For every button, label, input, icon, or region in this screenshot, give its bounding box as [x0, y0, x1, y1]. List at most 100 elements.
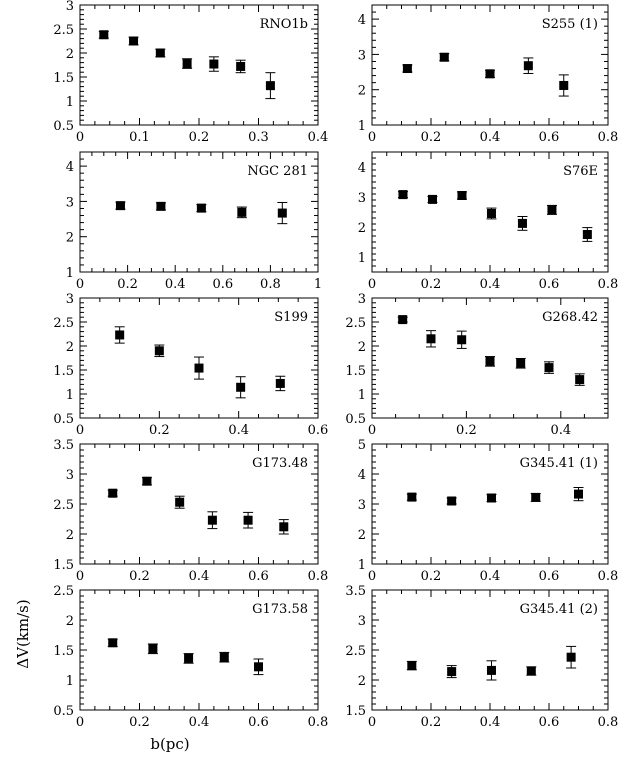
- y-tick-label: 2: [358, 84, 366, 99]
- x-tick-label: 0.2: [421, 277, 442, 292]
- y-tick-label: 4: [358, 161, 366, 176]
- data-point: [277, 208, 287, 218]
- data-point: [547, 205, 557, 215]
- y-tick-label: 0.5: [53, 412, 74, 427]
- x-tick-label: 1: [314, 277, 322, 292]
- x-tick-label: 0.2: [421, 130, 442, 145]
- y-tick-label: 1: [358, 119, 366, 134]
- data-point: [154, 346, 164, 356]
- data-point: [575, 375, 585, 385]
- y-tick-label: 2.5: [53, 316, 74, 331]
- x-tick-label: 0.4: [189, 715, 210, 730]
- data-point: [243, 515, 253, 525]
- data-point: [544, 363, 554, 373]
- x-tick-label: 0.6: [248, 569, 269, 584]
- data-point: [427, 194, 437, 204]
- y-tick-label: 1: [358, 558, 366, 573]
- y-tick-label: 1.5: [53, 71, 74, 86]
- data-point: [236, 61, 246, 71]
- x-tick-label: 0.4: [550, 423, 571, 438]
- x-tick-label: 0.8: [598, 569, 619, 584]
- panel-title: G345.41 (2): [520, 602, 598, 617]
- x-tick-label: 0.4: [189, 569, 210, 584]
- data-point: [398, 190, 408, 200]
- y-tick-label: 0.5: [53, 119, 74, 134]
- x-tick-label: 0.2: [421, 569, 442, 584]
- data-point: [209, 59, 219, 69]
- y-tick-label: 1: [358, 388, 366, 403]
- panel-3: 0 0.2 0.4 0.6 0.8 1 1 2 3 4 NGC 281: [66, 151, 322, 292]
- y-tick-label: 2: [358, 674, 366, 689]
- data-point: [526, 666, 536, 676]
- y-tick-label: 4: [358, 468, 366, 483]
- data-point: [265, 81, 275, 91]
- y-tick-label: 3: [66, 0, 74, 14]
- x-tick-label: 0.6: [539, 277, 560, 292]
- data-point: [279, 522, 289, 532]
- data-point: [148, 644, 158, 654]
- data-point: [398, 315, 408, 325]
- data-point: [486, 209, 496, 218]
- data-point: [457, 335, 467, 345]
- panel-7: 0 0.2 0.4 0.6 0.8 1.5 2 2.5 3 3.5 G173.48: [53, 438, 328, 584]
- y-tick-label: 3: [66, 292, 74, 307]
- x-tick-label: 0: [368, 569, 376, 584]
- panel-5: 0 0.2 0.4 0.6 0.5 1 1.5 2 2.5 3 S199: [53, 292, 328, 438]
- panel-title: NGC 281: [247, 164, 308, 179]
- y-tick-label: 3: [358, 48, 366, 63]
- data-point: [115, 201, 125, 211]
- y-tick-label: 4: [358, 13, 366, 28]
- data-point: [196, 203, 206, 213]
- panel-title: G268.42: [542, 310, 598, 325]
- y-tick-label: 2.5: [53, 498, 74, 513]
- y-tick-label: 3: [358, 614, 366, 629]
- y-tick-label: 2: [358, 528, 366, 543]
- shared-y-axis-label: ΔV(km/s): [14, 599, 32, 669]
- data-point: [486, 665, 496, 675]
- data-point: [236, 382, 246, 392]
- data-point: [129, 36, 139, 46]
- panel-4: 0 0.2 0.4 0.6 0.8 1 2 3 4 S76E: [358, 151, 618, 292]
- data-point: [523, 61, 533, 71]
- panel-title: G345.41 (1): [520, 456, 598, 471]
- data-point: [275, 378, 285, 388]
- y-tick-label: 1.5: [345, 364, 366, 379]
- y-tick-label: 1.5: [53, 558, 74, 573]
- y-tick-label: 2: [66, 340, 74, 355]
- data-point: [407, 661, 417, 671]
- y-tick-label: 3: [358, 498, 366, 513]
- x-tick-label: 0.4: [480, 130, 501, 145]
- panel-title: S199: [274, 310, 308, 325]
- x-tick-label: 0.8: [598, 715, 619, 730]
- x-tick-label: 0.4: [228, 423, 249, 438]
- data-point: [407, 492, 417, 502]
- y-tick-label: 1: [66, 95, 74, 110]
- y-tick-label: 3: [358, 191, 366, 206]
- y-tick-label: 1: [66, 266, 74, 281]
- data-point: [517, 218, 527, 228]
- y-tick-label: 2.5: [53, 584, 74, 599]
- panel-title: S76E: [563, 164, 598, 179]
- panel-10: 0 0.2 0.4 0.6 0.8 1.5 2 2.5 3 3.5 G345.41 (2): [345, 584, 618, 730]
- x-tick-label: 0.8: [598, 130, 619, 145]
- y-tick-label: 2: [358, 340, 366, 355]
- x-tick-label: 0.6: [539, 130, 560, 145]
- y-tick-label: 1.5: [345, 704, 366, 719]
- data-point: [108, 488, 118, 498]
- x-tick-label: 0.6: [539, 715, 560, 730]
- data-point: [566, 652, 576, 662]
- x-tick-label: 0.2: [117, 277, 138, 292]
- x-tick-label: 0: [368, 130, 376, 145]
- y-tick-label: 2: [66, 47, 74, 62]
- x-tick-label: 0: [76, 715, 84, 730]
- x-tick-label: 0.4: [480, 715, 501, 730]
- x-tick-label: 0.8: [308, 569, 329, 584]
- y-tick-label: 1: [358, 251, 366, 266]
- y-tick-label: 3.5: [345, 584, 366, 599]
- data-point: [175, 497, 185, 507]
- data-point: [155, 48, 165, 58]
- x-tick-label: 0: [76, 423, 84, 438]
- x-tick-label: 0: [368, 423, 376, 438]
- data-point: [207, 515, 217, 525]
